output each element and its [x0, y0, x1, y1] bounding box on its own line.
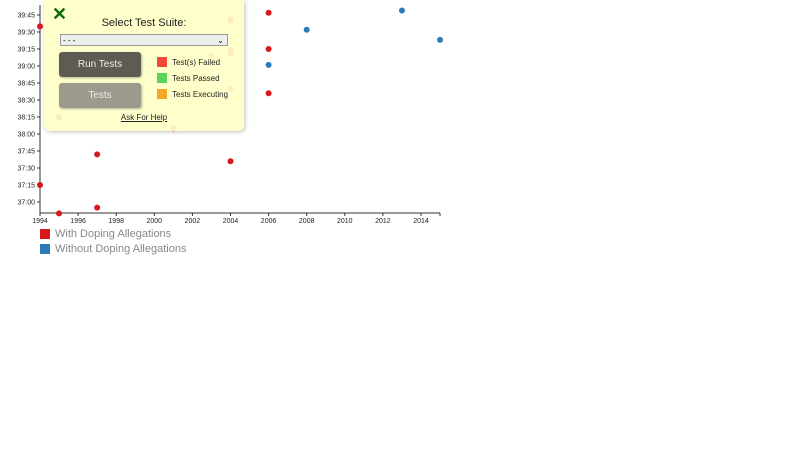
- tests-button[interactable]: Tests: [59, 83, 141, 108]
- status-label: Tests Passed: [172, 73, 220, 83]
- x-tick-label: 1996: [70, 218, 86, 225]
- status-failed: Test(s) Failed: [157, 57, 220, 67]
- status-swatch: [157, 73, 167, 83]
- data-point: [265, 61, 272, 68]
- y-tick-label: 38:45: [17, 81, 35, 88]
- status-swatch: [157, 89, 167, 99]
- panel-title: Select Test Suite:: [101, 17, 187, 29]
- y-tick-label: 39:45: [17, 13, 35, 20]
- data-point: [227, 158, 234, 165]
- status-passed: Tests Passed: [157, 73, 220, 83]
- y-tick-label: 38:00: [17, 132, 35, 139]
- y-tick-label: 38:30: [17, 98, 35, 105]
- data-point: [94, 151, 101, 158]
- data-point: [265, 90, 272, 97]
- y-tick-label: 39:00: [17, 64, 35, 71]
- x-tick-label: 2012: [375, 218, 391, 225]
- status-label: Tests Executing: [172, 89, 229, 99]
- data-point: [56, 210, 63, 217]
- x-tick-label: 2000: [147, 218, 163, 225]
- test-suite-select[interactable]: - - - ⌄: [60, 34, 228, 46]
- data-point: [94, 204, 101, 211]
- data-point: [37, 182, 43, 188]
- status-label: Test(s) Failed: [172, 57, 221, 67]
- chart-legend: With Doping Allegations Without Doping A…: [40, 226, 186, 256]
- close-icon[interactable]: ✕: [52, 4, 68, 24]
- data-point: [398, 7, 405, 14]
- y-tick-label: 38:15: [17, 115, 35, 122]
- test-suite-panel: ✕ Select Test Suite: - - - ⌄ Run Tests Te…: [44, 0, 244, 131]
- y-tick-label: 37:00: [17, 200, 35, 207]
- legend-swatch: [40, 243, 50, 254]
- y-tick-label: 37:30: [17, 166, 35, 173]
- legend-label: Without Doping Allegations: [55, 242, 187, 255]
- chevron-down-icon: ⌄: [217, 36, 224, 45]
- data-point: [303, 26, 310, 33]
- y-tick-label: 39:15: [17, 47, 35, 54]
- x-tick-label: 2004: [223, 218, 239, 225]
- run-tests-button[interactable]: Run Tests: [59, 52, 141, 77]
- y-tick-label: 39:30: [17, 30, 35, 37]
- legend-swatch: [40, 228, 50, 239]
- x-tick-label: 1994: [32, 218, 48, 225]
- data-point: [37, 23, 43, 30]
- x-tick-label: 2010: [337, 218, 353, 225]
- legend-label: With Doping Allegations: [55, 227, 172, 240]
- y-tick-label: 37:15: [17, 183, 35, 190]
- legend-item-no-doping: Without Doping Allegations: [40, 241, 186, 256]
- data-point: [437, 36, 444, 43]
- ask-for-help-link[interactable]: Ask For Help: [120, 113, 168, 122]
- x-tick-label: 2014: [413, 218, 429, 225]
- y-tick-label: 37:45: [17, 149, 35, 156]
- status-swatch: [157, 57, 167, 67]
- data-point: [265, 46, 272, 52]
- x-tick-label: 1998: [108, 218, 124, 225]
- x-tick-label: 2008: [299, 218, 315, 225]
- x-tick-label: 2002: [185, 218, 201, 225]
- legend-item-doping: With Doping Allegations: [40, 226, 186, 241]
- x-tick-label: 2006: [261, 218, 277, 225]
- data-point: [265, 9, 272, 16]
- status-executing: Tests Executing: [157, 89, 228, 99]
- select-value: - - -: [63, 36, 76, 45]
